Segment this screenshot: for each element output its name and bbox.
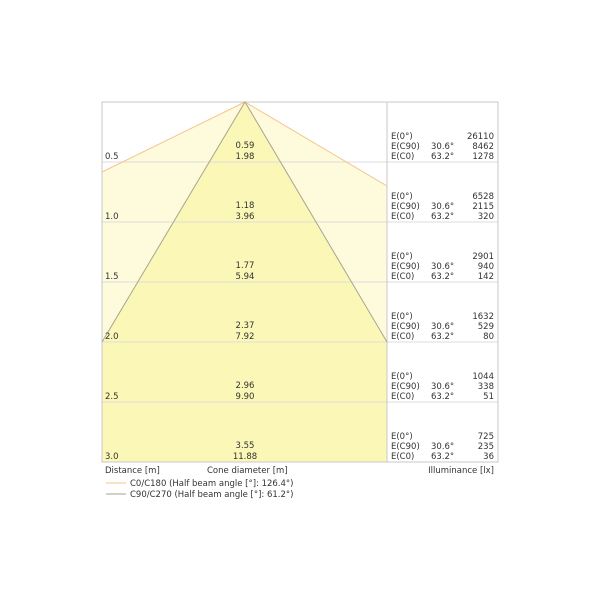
c90-cone-line: [101, 101, 388, 343]
c90-angle: 30.6°: [431, 202, 454, 212]
ec90-value: 2115: [472, 202, 494, 212]
c0-angle: 63.2°: [431, 272, 454, 282]
distance-label: 2.5: [105, 392, 119, 402]
distance-label: 1.0: [105, 212, 119, 222]
c0-angle: 63.2°: [431, 212, 454, 222]
ec90-value: 338: [478, 382, 494, 392]
ec90-label: E(C90): [391, 142, 420, 152]
ec0-value: 36: [483, 452, 494, 462]
c0-diameter: 1.18: [236, 201, 255, 211]
ec0-value: 51: [483, 392, 494, 402]
cone-axis-label: Cone diameter [m]: [207, 466, 288, 476]
e0-value: 6528: [472, 192, 494, 202]
c0-diameter: 2.37: [236, 321, 255, 331]
c90-angle: 30.6°: [431, 442, 454, 452]
e0-label: E(0°): [391, 372, 413, 382]
e0-label: E(0°): [391, 192, 413, 202]
ec90-value: 529: [478, 322, 494, 332]
distance-label: 2.0: [105, 332, 119, 342]
e0-value: 1044: [472, 372, 494, 382]
c90-diameter: 7.92: [236, 332, 255, 342]
c0-diameter: 3.55: [236, 441, 255, 451]
ec0-value: 80: [483, 332, 494, 342]
illuminance-axis-label: Illuminance [lx]: [428, 466, 494, 476]
c90-angle: 30.6°: [431, 382, 454, 392]
ec90-label: E(C90): [391, 442, 420, 452]
c0-angle: 63.2°: [431, 452, 454, 462]
distance-axis-label: Distance [m]: [105, 466, 160, 476]
legend-label: C0/C180 (Half beam angle [°]: 126.4°): [130, 479, 294, 489]
c0-diameter: 1.77: [236, 261, 255, 271]
distance-label: 1.5: [105, 272, 119, 282]
ec90-label: E(C90): [391, 382, 420, 392]
ec0-value: 320: [478, 212, 494, 222]
e0-label: E(0°): [391, 132, 413, 142]
ec0-label: E(C0): [391, 212, 414, 222]
c0-angle: 63.2°: [431, 152, 454, 162]
ec0-label: E(C0): [391, 452, 414, 462]
e0-value: 725: [478, 432, 494, 442]
c90-angle: 30.6°: [431, 322, 454, 332]
c0-diameter: 0.59: [236, 141, 255, 151]
c0-angle: 63.2°: [431, 332, 454, 342]
ec90-value: 235: [478, 442, 494, 452]
c90-diameter: 5.94: [236, 272, 255, 282]
e0-value: 1632: [472, 312, 494, 322]
c90-diameter: 9.90: [236, 392, 255, 402]
e0-value: 2901: [472, 252, 494, 262]
chart-frame: [101, 101, 499, 463]
e0-label: E(0°): [391, 312, 413, 322]
c90-diameter: 3.96: [236, 212, 255, 222]
c0-angle: 63.2°: [431, 392, 454, 402]
ec90-label: E(C90): [391, 202, 420, 212]
distance-label: 0.5: [105, 152, 119, 162]
e0-value: 26110: [467, 132, 494, 142]
c90-diameter: 11.88: [233, 452, 257, 462]
ec0-label: E(C0): [391, 152, 414, 162]
ec0-label: E(C0): [391, 392, 414, 402]
ec90-value: 8462: [472, 142, 494, 152]
ec90-value: 940: [478, 262, 494, 272]
ec0-value: 142: [478, 272, 494, 282]
distance-label: 3.0: [105, 452, 119, 462]
c90-angle: 30.6°: [431, 262, 454, 272]
ec90-label: E(C90): [391, 322, 420, 332]
c90-angle: 30.6°: [431, 142, 454, 152]
ec90-label: E(C90): [391, 262, 420, 272]
e0-label: E(0°): [391, 252, 413, 262]
legend-label: C90/C270 (Half beam angle [°]: 61.2°): [130, 490, 294, 500]
ec0-label: E(C0): [391, 272, 414, 282]
c0-diameter: 2.96: [236, 381, 255, 391]
e0-label: E(0°): [391, 432, 413, 442]
c90-diameter: 1.98: [236, 152, 255, 162]
ec0-value: 1278: [472, 152, 494, 162]
ec0-label: E(C0): [391, 332, 414, 342]
